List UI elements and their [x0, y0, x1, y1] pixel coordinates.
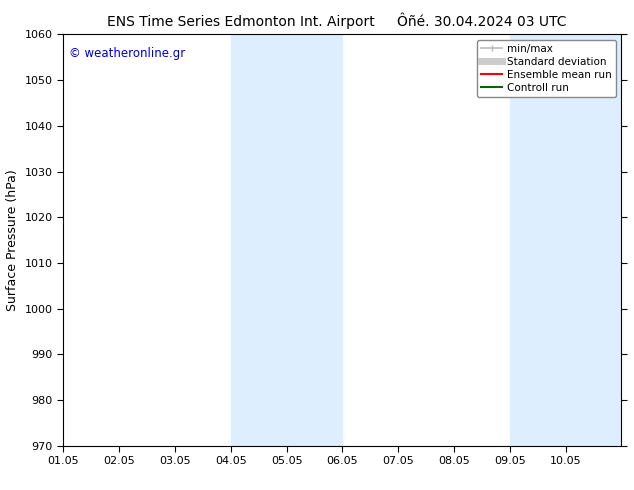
Text: Ôñé. 30.04.2024 03 UTC: Ôñé. 30.04.2024 03 UTC — [397, 15, 567, 29]
Text: ENS Time Series Edmonton Int. Airport: ENS Time Series Edmonton Int. Airport — [107, 15, 375, 29]
Y-axis label: Surface Pressure (hPa): Surface Pressure (hPa) — [6, 169, 19, 311]
Bar — [510, 34, 621, 446]
Bar — [231, 34, 342, 446]
Text: © weatheronline.gr: © weatheronline.gr — [69, 47, 185, 60]
Legend: min/max, Standard deviation, Ensemble mean run, Controll run: min/max, Standard deviation, Ensemble me… — [477, 40, 616, 97]
